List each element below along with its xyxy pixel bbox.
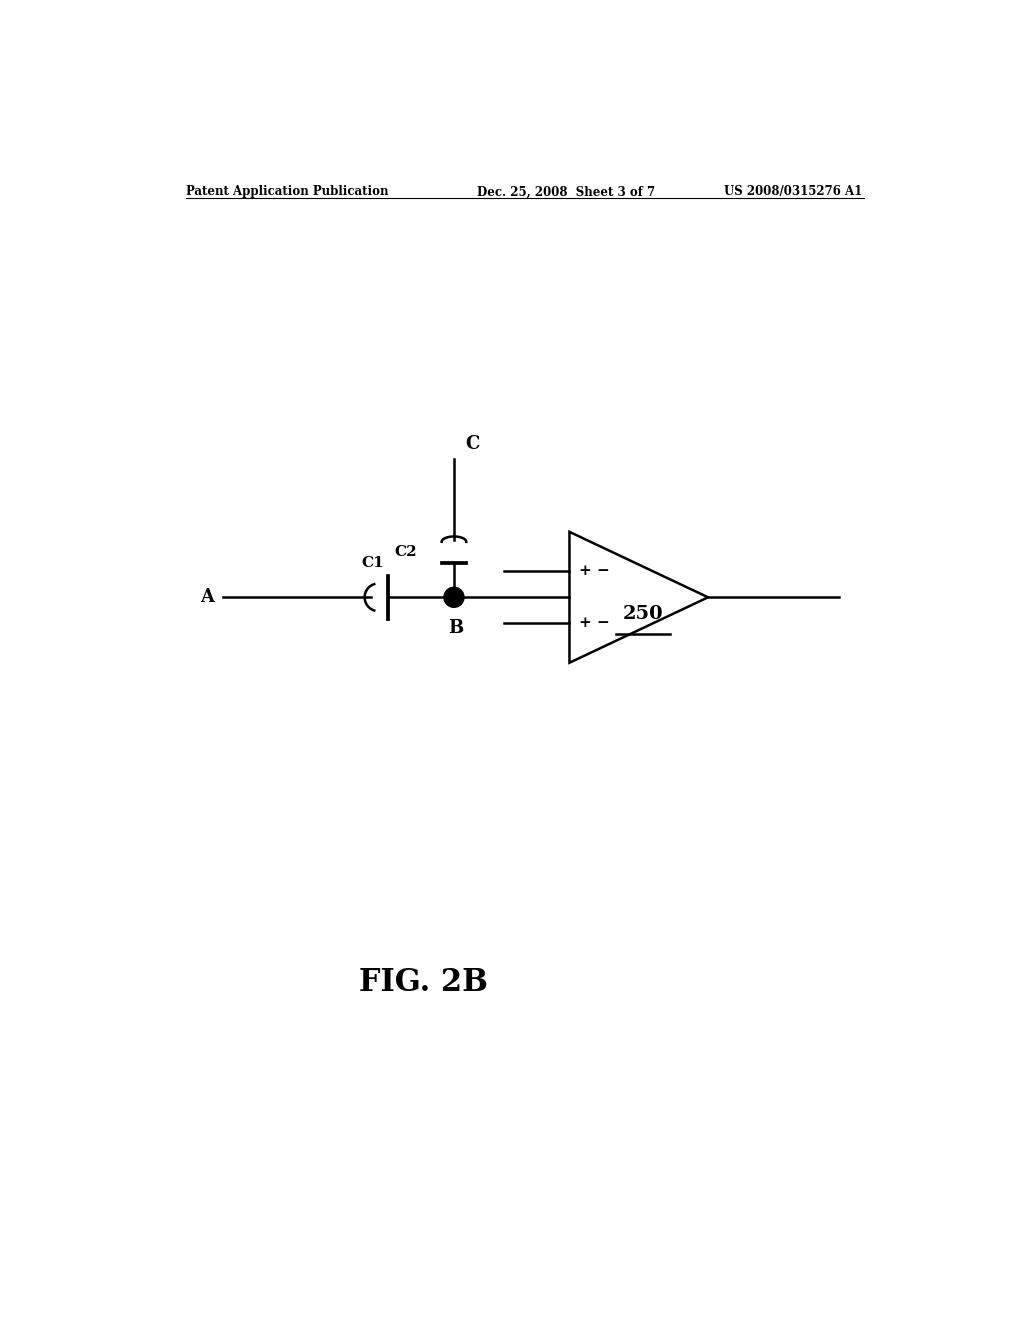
Text: Dec. 25, 2008  Sheet 3 of 7: Dec. 25, 2008 Sheet 3 of 7	[477, 185, 655, 198]
Text: −: −	[596, 564, 609, 578]
Circle shape	[444, 587, 464, 607]
Text: C2: C2	[394, 545, 417, 560]
Text: C: C	[466, 434, 480, 453]
Text: +: +	[579, 616, 592, 631]
Text: 250: 250	[623, 605, 663, 623]
Text: +: +	[579, 564, 592, 578]
Text: −: −	[596, 616, 609, 631]
Text: B: B	[447, 619, 463, 636]
Text: A: A	[200, 589, 214, 606]
Text: C1: C1	[361, 556, 384, 570]
Text: FIG. 2B: FIG. 2B	[358, 966, 487, 998]
Text: Patent Application Publication: Patent Application Publication	[186, 185, 388, 198]
Text: US 2008/0315276 A1: US 2008/0315276 A1	[724, 185, 862, 198]
